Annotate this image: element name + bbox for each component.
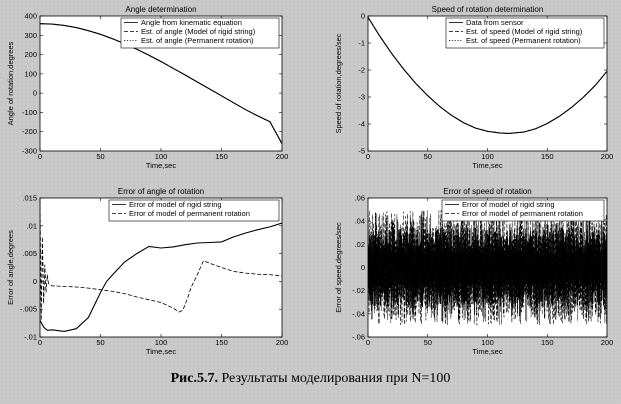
legend-label: Est. of speed (Model of rigid string): [466, 27, 583, 36]
series-line-1: [40, 222, 282, 332]
y-axis-label: Angle of rotation,degrees: [6, 41, 15, 125]
y-tick-label: 0: [361, 12, 365, 21]
y-axis-label: Error of speed,degrees/sec: [334, 222, 343, 313]
legend-label: Est. of speed (Permanent rotation): [466, 36, 581, 45]
y-tick-label: 0: [361, 263, 365, 272]
series-group: [40, 200, 282, 332]
y-axis-label: Speed of rotation,degrees/sec: [334, 33, 343, 133]
y-tick-label: -.01: [24, 333, 37, 342]
caption-label: Рис.5.7.: [170, 371, 218, 386]
y-tick-label: -100: [22, 108, 37, 117]
y-tick-label: -.005: [20, 305, 37, 314]
y-tick-label: 100: [24, 69, 37, 78]
legend-box: [441, 199, 605, 222]
x-tick-label: 100: [481, 338, 494, 347]
y-tick-label: .04: [355, 217, 365, 226]
x-tick-label: 50: [424, 338, 432, 347]
x-tick-label: 200: [276, 152, 289, 161]
caption-text: Результаты моделирования при N=100: [217, 371, 451, 386]
y-tick-label: -.06: [352, 333, 365, 342]
legend-box: [108, 199, 280, 222]
chart-title: Error of speed of rotation: [443, 187, 532, 196]
x-tick-label: 150: [541, 152, 554, 161]
legend-label: Error of model of permanent rotation: [462, 209, 583, 218]
y-tick-label: -4: [358, 120, 365, 129]
x-tick-label: 0: [38, 152, 42, 161]
legend-label: Data from sensor: [466, 18, 524, 27]
series-group: [368, 17, 607, 134]
x-tick-label: 0: [366, 338, 370, 347]
chart-title: Speed of rotation determination: [432, 5, 544, 14]
x-tick-label: 100: [481, 152, 494, 161]
x-axis-label: Time,sec: [146, 347, 176, 356]
x-tick-label: 150: [215, 338, 228, 347]
y-tick-label: -.04: [352, 309, 365, 318]
chart-panel-1: Angle determination 0 50 100 150 200 -300 -200 -…: [6, 5, 288, 170]
legend-label: Error of model of rigid string: [462, 200, 555, 209]
y-tick-label: .01: [27, 221, 37, 230]
series-group: [40, 23, 282, 144]
legend-label: Est. of angle (Permanent rotation): [141, 36, 254, 45]
y-tick-label: -.02: [352, 286, 365, 295]
x-tick-label: 150: [541, 338, 554, 347]
series-group: [368, 209, 607, 326]
y-tick-label: 300: [24, 31, 37, 40]
legend-box: [445, 17, 605, 49]
x-axis-label: Time,sec: [472, 347, 502, 356]
y-axis-label: Error of angle,degrees: [6, 230, 15, 305]
legend-label: Error of model of permanent rotation: [129, 209, 250, 218]
y-tick-label: .015: [22, 194, 37, 203]
y-tick-label: -3: [358, 93, 365, 102]
chart-panel-4: Error of speed of rotation 0 50 100 150 200 -.…: [334, 187, 613, 356]
series-line-2: [40, 200, 282, 321]
x-tick-label: 200: [601, 338, 614, 347]
y-tick-label: -5: [358, 147, 365, 156]
x-tick-label: 50: [96, 338, 104, 347]
y-tick-label: -2: [358, 66, 365, 75]
x-tick-label: 200: [601, 152, 614, 161]
x-tick-label: 0: [366, 152, 370, 161]
series-line-2: [368, 17, 607, 134]
x-tick-label: 50: [424, 152, 432, 161]
y-tick-label: -300: [22, 147, 37, 156]
y-tick-label: 0: [33, 89, 37, 98]
x-tick-label: 100: [155, 152, 168, 161]
y-tick-label: .005: [22, 249, 37, 258]
x-tick-label: 150: [215, 152, 228, 161]
legend-label: Angle from kinematic equation: [141, 18, 242, 27]
chart-panel-3: Error of angle of rotation 0 50 100 150 200 -.…: [6, 187, 288, 356]
x-axis-label: Time,sec: [146, 161, 176, 170]
y-tick-label: 400: [24, 12, 37, 21]
y-tick-label: 0: [33, 277, 37, 286]
x-tick-label: 200: [276, 338, 289, 347]
x-tick-label: 0: [38, 338, 42, 347]
figure-caption: Рис.5.7. Результаты моделирования при N=…: [0, 371, 621, 387]
y-tick-label: 200: [24, 50, 37, 59]
legend-label: Error of model of rigid string: [129, 200, 222, 209]
chart-title: Angle determination: [125, 5, 196, 14]
chart-title: Error of angle of rotation: [118, 187, 204, 196]
y-tick-label: -1: [358, 39, 365, 48]
x-tick-label: 50: [96, 152, 104, 161]
y-tick-label: .02: [355, 240, 365, 249]
legend-label: Est. of angle (Model of rigid string): [141, 27, 256, 36]
x-axis-label: Time,sec: [472, 161, 502, 170]
y-tick-label: .06: [355, 194, 365, 203]
x-tick-label: 100: [155, 338, 168, 347]
chart-panel-2: Speed of rotation determination 0 50 100 150…: [334, 5, 613, 170]
series-line-2: [40, 23, 282, 144]
y-tick-label: -200: [22, 127, 37, 136]
legend-box: [120, 17, 280, 49]
